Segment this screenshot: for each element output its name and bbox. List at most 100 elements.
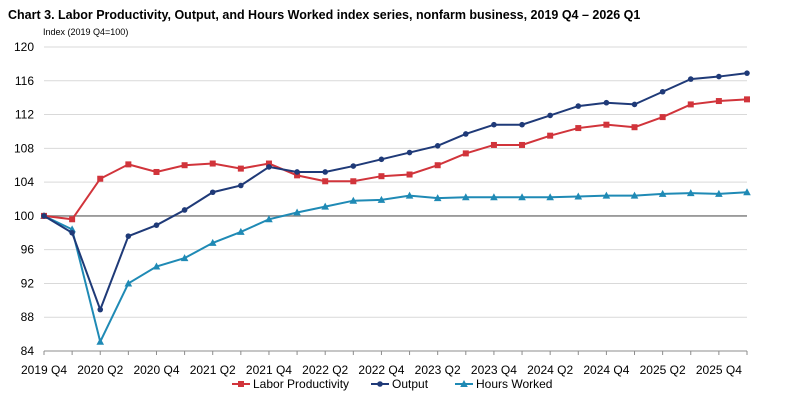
data-point-hours-worked	[658, 189, 667, 197]
x-axis: 2019 Q4 2020 Q2 2020 Q4 2021 Q2 2021 Q4 2022 …	[21, 350, 748, 377]
data-point-labor-productivity	[237, 165, 244, 172]
data-point-hours-worked	[602, 191, 611, 199]
legend-item-output: Output	[371, 377, 429, 391]
y-tick-label: 116	[15, 74, 34, 88]
x-tick-label: 2022 Q2	[302, 363, 348, 377]
data-point-output	[238, 182, 244, 189]
data-point-hours-worked	[377, 195, 386, 203]
data-point-output	[463, 131, 469, 137]
legend-swatch-marker	[460, 380, 468, 387]
y-tick-label: 108	[14, 141, 34, 155]
data-point-hours-worked	[743, 188, 751, 196]
data-point-labor-productivity	[659, 114, 666, 121]
data-point-labor-productivity	[715, 98, 722, 105]
data-point-output	[519, 121, 525, 128]
gridlines	[44, 46, 747, 352]
data-point-output	[97, 306, 104, 313]
data-point-labor-productivity	[406, 171, 413, 178]
data-point-hours-worked	[546, 193, 554, 201]
data-point-output	[322, 169, 329, 175]
legend-label: Labor Productivity	[253, 377, 349, 391]
data-point-output	[69, 229, 75, 236]
data-point-hours-worked	[124, 279, 133, 287]
data-point-labor-productivity	[350, 178, 357, 185]
legend-label: Output	[392, 377, 429, 391]
series-hours-worked	[40, 188, 751, 345]
legend-label: Hours Worked	[476, 377, 552, 391]
y-tick-label: 88	[21, 310, 35, 324]
data-point-hours-worked	[152, 262, 161, 270]
x-tick-label: 2020 Q4	[133, 363, 179, 377]
data-point-output	[181, 207, 188, 213]
data-point-labor-productivity	[378, 173, 385, 180]
series-output	[41, 70, 750, 313]
series-line-hours-worked	[43, 191, 748, 345]
x-tick-label: 2023 Q2	[415, 363, 461, 377]
data-point-hours-worked	[96, 337, 105, 345]
data-point-hours-worked	[574, 192, 583, 200]
data-point-hours-worked	[208, 238, 217, 246]
x-tick-label: 2023 Q4	[471, 363, 517, 377]
data-point-output	[406, 149, 413, 156]
y-tick-label: 104	[14, 175, 34, 189]
data-point-output	[631, 101, 638, 108]
y-tick-label: 100	[14, 209, 34, 223]
data-point-hours-worked	[630, 191, 639, 199]
legend-item-hours-worked: Hours Worked	[455, 377, 552, 391]
y-axis-label: Index (2019 Q4=100)	[43, 27, 128, 37]
data-point-labor-productivity	[744, 96, 750, 103]
y-tick-label: 96	[21, 243, 35, 257]
legend-swatch-marker	[238, 381, 244, 387]
data-point-output	[378, 156, 385, 163]
data-point-labor-productivity	[462, 150, 469, 157]
data-point-labor-productivity	[209, 160, 216, 167]
data-point-labor-productivity	[125, 161, 132, 168]
data-point-output	[209, 189, 216, 196]
data-point-output	[41, 213, 47, 219]
data-point-labor-productivity	[434, 162, 441, 169]
data-point-labor-productivity	[519, 141, 526, 148]
data-point-labor-productivity	[547, 132, 554, 139]
data-point-hours-worked	[518, 193, 526, 201]
x-tick-label: 2021 Q2	[190, 363, 236, 377]
data-point-hours-worked	[180, 254, 189, 262]
data-point-labor-productivity	[687, 101, 694, 108]
data-point-hours-worked	[321, 202, 329, 210]
data-point-output	[434, 143, 441, 149]
y-tick-label: 112	[15, 108, 34, 122]
data-point-labor-productivity	[631, 124, 638, 131]
data-point-output	[491, 121, 497, 128]
x-tick-label: 2024 Q4	[583, 363, 629, 377]
data-point-labor-productivity	[294, 172, 301, 179]
x-tick-label: 2025 Q4	[696, 363, 742, 377]
data-point-output	[659, 88, 666, 95]
data-point-labor-productivity	[181, 162, 188, 169]
data-point-hours-worked	[433, 194, 442, 202]
x-tick-label: 2020 Q2	[77, 363, 123, 377]
y-tick-labels: 84 88 92 96 100 104 108 112 116 120	[14, 40, 34, 358]
legend-item-labor-productivity: Labor Productivity	[232, 377, 349, 391]
data-point-output	[603, 99, 610, 106]
x-tick-label: 2021 Q4	[246, 363, 292, 377]
data-point-hours-worked	[293, 208, 301, 216]
data-point-output	[547, 112, 553, 119]
data-point-output	[687, 76, 694, 82]
x-tick-label: 2025 Q2	[640, 363, 686, 377]
legend-swatch-marker	[377, 381, 383, 387]
series-line-output	[43, 72, 748, 313]
data-point-output	[575, 103, 582, 109]
y-tick-label: 120	[14, 40, 34, 54]
data-point-labor-productivity	[265, 160, 272, 167]
data-point-hours-worked	[490, 193, 498, 201]
data-point-output	[716, 73, 722, 80]
x-tick-label: 2022 Q4	[358, 363, 404, 377]
data-point-output	[744, 70, 750, 76]
data-point-hours-worked	[686, 189, 695, 197]
legend: Labor Productivity Output Hours Worked	[232, 377, 552, 391]
data-point-hours-worked	[349, 196, 358, 204]
series-line-labor-productivity	[43, 98, 748, 221]
x-tick-label: 2019 Q4	[21, 363, 67, 377]
data-point-output	[125, 233, 132, 239]
data-point-output	[153, 222, 160, 228]
